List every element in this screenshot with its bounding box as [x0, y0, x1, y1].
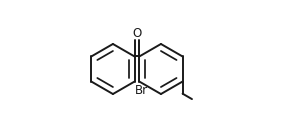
Text: O: O	[132, 27, 141, 40]
Text: Br: Br	[135, 83, 149, 97]
